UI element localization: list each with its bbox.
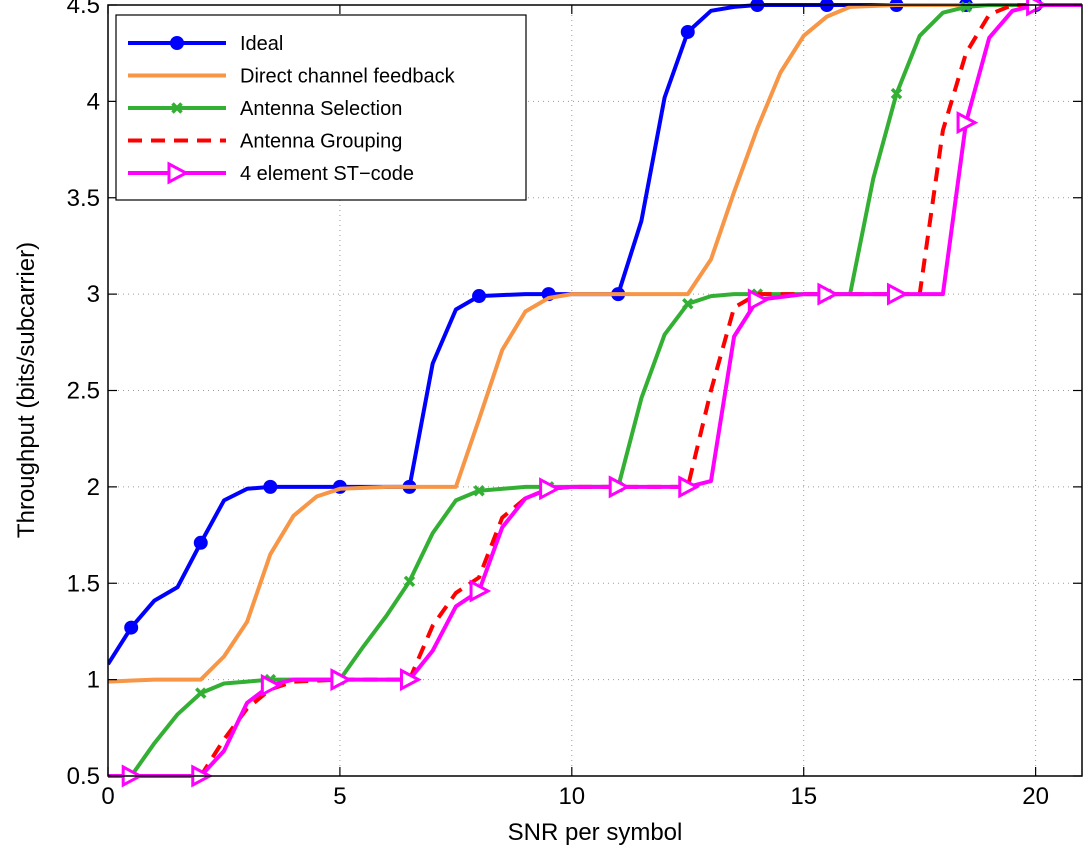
data-point-marker (539, 477, 561, 501)
y-tick-label: 2 (87, 474, 100, 501)
legend: Ideal Direct channel feedback Antenna Sele… (115, 14, 527, 201)
y-tick-label: 0.5 (67, 763, 100, 790)
data-point-marker (469, 579, 492, 603)
data-point-marker (167, 161, 190, 185)
y-tick-label: 3.5 (67, 185, 100, 212)
data-point-marker (403, 575, 416, 588)
data-point-marker (608, 475, 631, 499)
y-tick-label: 3 (87, 281, 100, 308)
legend-label: Antenna Selection (240, 98, 402, 120)
y-tick-label: 4.5 (67, 0, 100, 19)
series-direct-channel-feedback (108, 3, 1082, 684)
series-line (108, 3, 1082, 684)
data-point-marker (472, 289, 487, 304)
legend-item: Antenna Grouping (128, 131, 402, 153)
data-point-marker (473, 484, 485, 497)
data-point-marker (747, 288, 770, 312)
data-point-marker (124, 620, 139, 635)
x-axis-label: SNR per symbol (508, 819, 683, 846)
data-point-marker (960, 1, 972, 13)
x-tick-label: 15 (790, 783, 817, 810)
x-tick-label: 0 (101, 783, 114, 810)
legend-item: Direct channel feedback (128, 66, 456, 88)
data-point-marker (886, 282, 909, 306)
axis-ticks: 0 5 10 15 20 0.5 1 1.5 2 2.5 3 3.5 4 4.5 (67, 0, 1082, 810)
data-point-marker (263, 479, 278, 494)
data-point-marker (678, 475, 700, 499)
grid-lines (108, 5, 1082, 776)
legend-item: 4 element ST−code (128, 161, 414, 185)
data-point-marker (330, 668, 353, 692)
legend-item: Antenna Selection (128, 98, 402, 120)
data-point-marker (193, 535, 208, 550)
legend-item: Ideal (128, 33, 283, 55)
data-point-marker (170, 36, 184, 50)
y-axis-label: Throughput (bits/subcarrier) (13, 242, 40, 538)
y-tick-label: 1 (87, 667, 100, 694)
data-point-marker (260, 673, 283, 697)
data-point-marker (171, 102, 183, 114)
y-tick-label: 4 (87, 88, 100, 115)
y-tick-label: 2.5 (67, 378, 100, 405)
x-tick-label: 10 (558, 783, 585, 810)
data-point-marker (399, 668, 422, 692)
x-tick-label: 5 (333, 783, 346, 810)
x-tick-label: 20 (1022, 783, 1049, 810)
data-point-marker (195, 687, 207, 699)
data-point-marker (682, 298, 694, 310)
data-point-marker (680, 24, 695, 39)
legend-label: Ideal (240, 33, 283, 55)
data-point-marker (956, 111, 979, 135)
data-point-marker (890, 87, 903, 100)
legend-label: 4 element ST−code (240, 163, 414, 185)
legend-label: Direct channel feedback (240, 66, 456, 88)
legend-label: Antenna Grouping (240, 131, 402, 153)
y-tick-label: 1.5 (67, 570, 100, 597)
data-point-marker (817, 282, 840, 306)
series-4-element-st-code (108, 0, 1082, 788)
